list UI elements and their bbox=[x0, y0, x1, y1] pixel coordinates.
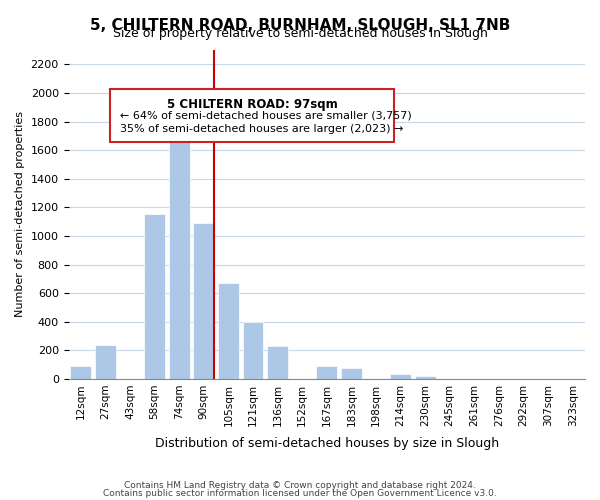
Bar bbox=[95, 344, 116, 379]
Bar bbox=[144, 214, 165, 379]
Text: Contains public sector information licensed under the Open Government Licence v3: Contains public sector information licen… bbox=[103, 488, 497, 498]
Text: Size of property relative to semi-detached houses in Slough: Size of property relative to semi-detach… bbox=[113, 28, 487, 40]
Y-axis label: Number of semi-detached properties: Number of semi-detached properties bbox=[15, 112, 25, 318]
X-axis label: Distribution of semi-detached houses by size in Slough: Distribution of semi-detached houses by … bbox=[155, 437, 499, 450]
Bar bbox=[267, 346, 288, 379]
FancyBboxPatch shape bbox=[110, 90, 394, 142]
Bar bbox=[193, 223, 214, 379]
Bar bbox=[242, 322, 263, 379]
Bar bbox=[415, 376, 436, 379]
Bar bbox=[218, 283, 239, 379]
Text: 5 CHILTERN ROAD: 97sqm: 5 CHILTERN ROAD: 97sqm bbox=[167, 98, 337, 110]
Text: 5, CHILTERN ROAD, BURNHAM, SLOUGH, SL1 7NB: 5, CHILTERN ROAD, BURNHAM, SLOUGH, SL1 7… bbox=[90, 18, 510, 32]
Text: 35% of semi-detached houses are larger (2,023) →: 35% of semi-detached houses are larger (… bbox=[120, 124, 404, 134]
Bar bbox=[341, 368, 362, 379]
Bar bbox=[316, 366, 337, 379]
Bar bbox=[70, 366, 91, 379]
Text: Contains HM Land Registry data © Crown copyright and database right 2024.: Contains HM Land Registry data © Crown c… bbox=[124, 481, 476, 490]
Bar bbox=[169, 128, 190, 379]
Bar bbox=[390, 374, 411, 379]
Text: ← 64% of semi-detached houses are smaller (3,757): ← 64% of semi-detached houses are smalle… bbox=[120, 111, 412, 121]
